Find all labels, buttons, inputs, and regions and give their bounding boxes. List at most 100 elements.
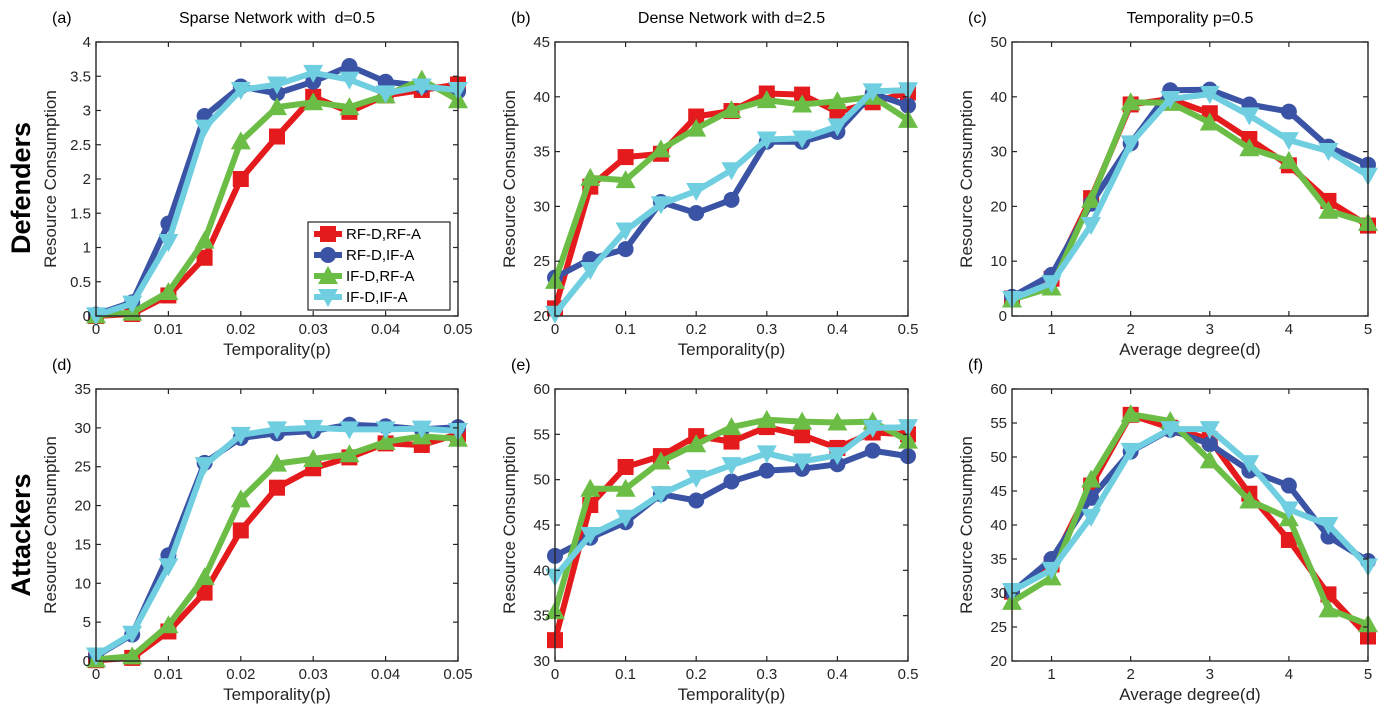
x-axis-label-d: Temporality(p) (223, 685, 331, 704)
panels: 0 0.01 0.02 0.03 0.04 0.05 0 0.5 1 1.5 2 2.5 3 3.5 4 Te… (41, 10, 1378, 704)
x-tick-label-c-0: 1 (1047, 321, 1055, 338)
series-line-c-2 (1011, 99, 1369, 303)
y-tick-label-f-8: 60 (990, 381, 1007, 398)
legend: RF-D,RF-A RF-D,IF-A IF-D,RF-A IF-D,IF-A (307, 221, 451, 311)
y-tick-label-d-1: 5 (83, 614, 91, 631)
y-tick-label-a-1: 0.5 (70, 274, 91, 291)
data-point-d-3-2 (158, 558, 179, 577)
y-tick-label-a-8: 4 (83, 34, 91, 51)
x-tick-label-f-2: 3 (1206, 666, 1214, 683)
data-point-e-2-7 (792, 411, 813, 430)
data-point-c-2-6 (1239, 138, 1260, 157)
x-tick-label-b-0: 0 (551, 321, 559, 338)
data-point-e-2-8 (827, 412, 848, 431)
data-point-e-3-6 (756, 445, 777, 464)
data-point-f-3-8 (1318, 517, 1339, 535)
x-tick-label-b-4: 0.4 (827, 321, 848, 338)
axes-box-d (95, 388, 459, 662)
x-axis-label-a: Temporality(p) (223, 340, 331, 359)
data-point-f-3-7 (1278, 501, 1299, 520)
series-line-f-2 (1010, 411, 1370, 628)
data-point-a-3-9 (411, 78, 432, 97)
panel-label-a: (a) (52, 10, 72, 27)
y-tick-label-f-3: 35 (990, 551, 1007, 568)
data-point-d-2-4 (230, 489, 251, 508)
data-point-b-2-6 (756, 90, 777, 109)
y-axis-label-a: Resource Consumption (41, 90, 60, 268)
data-point-c-3-3 (1120, 135, 1141, 154)
data-point-a-2-2 (158, 282, 179, 301)
data-point-a-3-4 (230, 81, 251, 100)
data-point-e-1-6 (758, 462, 775, 479)
x-tick-label-b-3: 0.3 (756, 321, 777, 338)
x-tick-label-b-2: 0.2 (686, 321, 707, 338)
data-point-d-3-5 (267, 421, 287, 440)
x-tick-label-f-4: 5 (1364, 666, 1372, 683)
panel-label-f: (f) (968, 357, 983, 374)
y-tick-label-b-1: 25 (533, 253, 550, 270)
data-point-d-3-3 (194, 457, 215, 476)
x-tick-label-d-4: 0.04 (371, 666, 400, 683)
data-point-b-3-4 (686, 183, 707, 202)
y-tick-label-d-0: 0 (83, 653, 91, 670)
data-point-a-0-5 (269, 128, 285, 145)
x-tick-label-b-5: 0.5 (898, 321, 919, 338)
data-point-d-3-1 (122, 625, 143, 644)
y-tick-label-b-5: 45 (533, 34, 550, 51)
x-axis-label-e: Temporality(p) (678, 685, 786, 704)
legend-marker-1 (320, 247, 336, 263)
data-point-d-0-3 (196, 584, 213, 601)
data-point-c-2-2 (1081, 189, 1102, 208)
x-tick-label-e-0: 0 (551, 666, 559, 683)
x-tick-label-a-2: 0.02 (226, 321, 255, 338)
data-point-e-0-2 (617, 458, 634, 475)
y-tick-label-b-0: 20 (533, 308, 550, 325)
data-point-b-0-4 (688, 108, 705, 125)
panel-e: 0 0.1 0.2 0.3 0.4 0.5 30 35 40 45 50 55 60 Temporalit… (500, 357, 918, 704)
y-tick-label-c-5: 50 (990, 34, 1007, 51)
series-line-f-3 (1010, 426, 1371, 594)
panel-b: 0 0.1 0.2 0.3 0.4 0.5 20 25 30 35 40 45 Temporality(… (500, 10, 918, 359)
data-point-d-3-7 (339, 421, 360, 440)
data-point-b-3-6 (756, 131, 777, 150)
x-tick-label-f-3: 4 (1285, 666, 1293, 683)
x-tick-label-d-1: 0.01 (154, 666, 183, 683)
panel-label-d: (d) (52, 357, 72, 374)
y-tick-label-a-2: 1 (83, 240, 91, 257)
data-point-a-2-6 (303, 92, 324, 111)
x-axis-label-f: Average degree(d) (1119, 685, 1260, 704)
data-point-a-3-3 (194, 119, 215, 138)
data-point-a-2-7 (339, 97, 360, 116)
x-tick-label-e-1: 0.1 (615, 666, 636, 683)
y-tick-label-d-6: 30 (74, 420, 91, 437)
data-point-f-1-7 (1280, 477, 1297, 494)
data-point-f-3-6 (1239, 455, 1260, 474)
y-axis-label-b: Resource Consumption (500, 90, 519, 268)
x-tick-label-f-0: 1 (1047, 666, 1055, 683)
y-axis-label-c: Resource Consumption (957, 90, 976, 268)
data-point-e-2-6 (756, 409, 777, 428)
data-point-c-2-7 (1278, 150, 1299, 169)
data-point-e-2-3 (650, 451, 671, 470)
data-point-c-3-8 (1318, 143, 1339, 162)
legend-label-1: RF-D,IF-A (346, 247, 414, 264)
y-tick-label-f-5: 45 (990, 483, 1007, 500)
data-point-c-2-5 (1199, 112, 1220, 131)
data-point-d-2-6 (303, 448, 324, 467)
y-tick-label-e-5: 55 (533, 426, 550, 443)
data-point-e-3-7 (792, 453, 813, 472)
data-point-b-1-5 (723, 191, 740, 208)
data-point-b-2-7 (792, 94, 813, 113)
data-point-d-2-1 (122, 646, 143, 665)
data-point-b-3-3 (650, 196, 671, 215)
y-tick-label-e-1: 35 (533, 608, 550, 625)
x-tick-label-e-2: 0.2 (686, 666, 707, 683)
legend-marker-2 (318, 266, 338, 284)
x-tick-label-c-3: 4 (1285, 321, 1293, 338)
data-point-c-3-4 (1160, 90, 1181, 109)
y-axis-label-f: Resource Consumption (957, 436, 976, 614)
data-point-a-3-6 (303, 64, 324, 83)
data-point-b-2-8 (827, 91, 848, 110)
x-tick-label-d-3: 0.03 (299, 666, 328, 683)
y-tick-label-a-0: 0 (83, 308, 91, 325)
